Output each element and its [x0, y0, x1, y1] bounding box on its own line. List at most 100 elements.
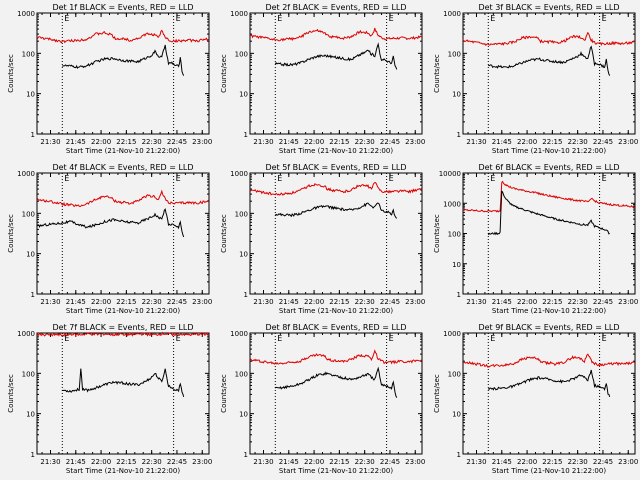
- x-axis-label: Start Time (21-Nov-10 21:22:00): [279, 307, 393, 315]
- events-series-line: [274, 42, 398, 70]
- plot-frame: [36, 172, 210, 295]
- lld-series-line: [36, 29, 210, 44]
- edge-mark-label: E: [64, 14, 69, 23]
- y-tick-label: 10: [26, 91, 35, 99]
- plot-frame: [36, 332, 210, 455]
- x-axis-label: Start Time (21-Nov-10 21:22:00): [492, 307, 606, 315]
- x-axis-label: Start Time (21-Nov-10 21:22:00): [279, 147, 393, 155]
- x-axis-label: Start Time (21-Nov-10 21:22:00): [66, 307, 180, 315]
- y-tick-label: 1000: [230, 330, 248, 338]
- y-tick-label: 1000: [230, 170, 248, 178]
- x-tick-label: 22:30: [568, 458, 588, 466]
- x-tick-label: 22:00: [304, 458, 324, 466]
- x-tick-label: 21:45: [66, 458, 86, 466]
- y-tick-label: 100: [22, 370, 35, 378]
- y-tick-label: 100: [448, 370, 461, 378]
- x-tick-label: 22:45: [380, 298, 400, 306]
- y-tick-label: 1: [31, 131, 35, 139]
- x-tick-label: 22:45: [593, 138, 613, 146]
- y-tick-label: 100: [235, 370, 248, 378]
- chart-title: Det 5f BLACK = Events, RED = LLD: [265, 163, 406, 172]
- edge-mark-label: E: [389, 174, 394, 183]
- y-tick-label: 10: [452, 411, 461, 419]
- x-tick-label: 21:45: [492, 458, 512, 466]
- y-tick-label: 1: [31, 451, 35, 459]
- x-tick-label: 22:00: [517, 458, 537, 466]
- y-tick-label: 1: [244, 451, 248, 459]
- lld-series-line: [249, 27, 423, 42]
- chart-title: Det 4f BLACK = Events, RED = LLD: [52, 163, 193, 172]
- plot-frame: [249, 332, 423, 455]
- edge-mark-label: E: [176, 334, 181, 343]
- chart-panel: Det 7f BLACK = Events, RED = LLD E E 1 10 100…: [7, 323, 212, 475]
- edge-mark-label: E: [64, 334, 69, 343]
- x-tick-label: 22:00: [91, 298, 111, 306]
- lld-series-line: [249, 182, 423, 196]
- plot-frame: [249, 12, 423, 135]
- x-tick-label: 22:45: [167, 298, 187, 306]
- chart-title: Det 1f BLACK = Events, RED = LLD: [52, 3, 193, 12]
- x-tick-label: 21:30: [466, 458, 486, 466]
- lld-series-line: [249, 349, 423, 365]
- edge-mark-label: E: [176, 174, 181, 183]
- y-tick-label: 1000: [443, 10, 461, 18]
- y-tick-label: 100: [448, 231, 461, 239]
- edge-mark-label: E: [389, 14, 394, 23]
- x-tick-label: 21:30: [466, 298, 486, 306]
- edge-mark-label: E: [277, 174, 282, 183]
- x-tick-label: 22:30: [355, 458, 375, 466]
- x-tick-label: 22:15: [542, 298, 562, 306]
- y-tick-label: 10: [26, 251, 35, 259]
- chart-panel: Det 8f BLACK = Events, RED = LLD E E 1 10 100…: [220, 323, 425, 475]
- y-tick-label: 1: [244, 291, 248, 299]
- y-tick-label: 1000: [17, 330, 35, 338]
- plot-frame: [462, 332, 636, 455]
- y-tick-label: 1: [244, 131, 248, 139]
- x-tick-label: 23:00: [405, 298, 425, 306]
- x-tick-label: 22:15: [329, 138, 349, 146]
- chart-title: Det 3f BLACK = Events, RED = LLD: [478, 3, 619, 12]
- x-tick-label: 21:30: [466, 138, 486, 146]
- chart-title: Det 8f BLACK = Events, RED = LLD: [265, 323, 406, 332]
- x-tick-label: 21:30: [40, 298, 60, 306]
- lld-series-line: [36, 331, 210, 337]
- edge-mark-label: E: [602, 14, 607, 23]
- edge-mark-label: E: [277, 14, 282, 23]
- y-axis-label: Counts/sec: [433, 54, 441, 93]
- plot-frame: [462, 12, 636, 135]
- y-axis-label: Counts/sec: [220, 374, 228, 413]
- x-axis-label: Start Time (21-Nov-10 21:22:00): [279, 467, 393, 475]
- x-tick-label: 21:45: [279, 138, 299, 146]
- x-tick-label: 23:00: [618, 458, 638, 466]
- x-tick-label: 22:15: [116, 298, 136, 306]
- y-tick-label: 10: [452, 91, 461, 99]
- lld-series-line: [462, 180, 636, 213]
- edge-mark-label: E: [602, 174, 607, 183]
- x-tick-label: 22:30: [355, 298, 375, 306]
- x-tick-label: 22:30: [355, 138, 375, 146]
- y-tick-label: 1000: [230, 10, 248, 18]
- x-axis-label: Start Time (21-Nov-10 21:22:00): [66, 467, 180, 475]
- x-tick-label: 21:30: [40, 138, 60, 146]
- chart-panel: Det 5f BLACK = Events, RED = LLD E E 1 10 100…: [220, 163, 425, 315]
- y-tick-label: 10: [239, 91, 248, 99]
- y-axis-label: Counts/sec: [220, 54, 228, 93]
- y-axis-label: Counts/sec: [220, 214, 228, 253]
- x-axis-label: Start Time (21-Nov-10 21:22:00): [66, 147, 180, 155]
- x-tick-label: 22:30: [142, 458, 162, 466]
- chart-title: Det 9f BLACK = Events, RED = LLD: [478, 323, 619, 332]
- x-tick-label: 21:30: [253, 298, 273, 306]
- x-tick-label: 22:45: [380, 458, 400, 466]
- y-tick-label: 1000: [17, 170, 35, 178]
- edge-mark-label: E: [64, 174, 69, 183]
- plot-frame: [249, 172, 423, 295]
- events-series-line: [274, 366, 398, 398]
- edge-mark-label: E: [277, 334, 282, 343]
- chart-panel: Det 4f BLACK = Events, RED = LLD E E 1 10 100…: [7, 163, 212, 315]
- x-tick-label: 21:45: [492, 298, 512, 306]
- edge-mark-label: E: [490, 174, 495, 183]
- x-tick-label: 22:15: [329, 298, 349, 306]
- x-tick-label: 21:30: [40, 458, 60, 466]
- x-tick-label: 22:00: [517, 298, 537, 306]
